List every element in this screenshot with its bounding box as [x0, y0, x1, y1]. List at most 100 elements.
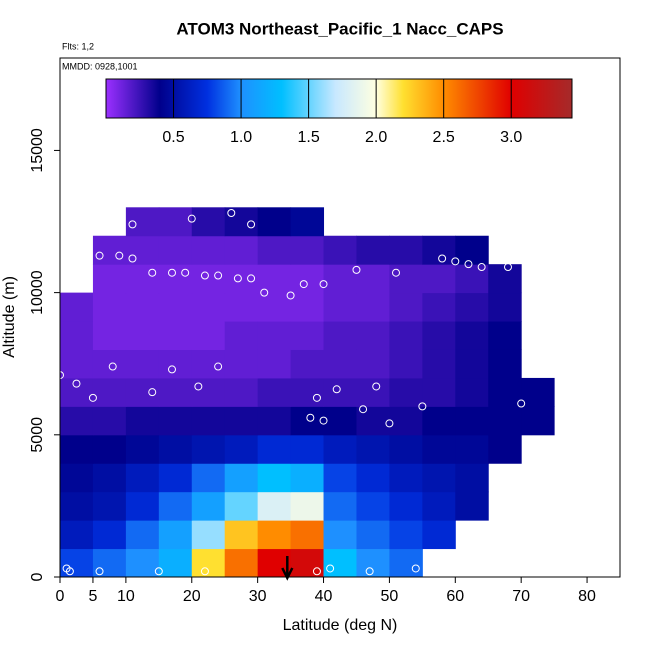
- flight-point: [352, 265, 361, 274]
- heatmap-cell: [455, 491, 489, 521]
- heatmap-cell: [60, 434, 94, 464]
- annotation: MMDD: 0928,1001: [62, 61, 138, 71]
- heatmap-cell: [389, 349, 423, 379]
- heatmap-cell: [158, 207, 193, 237]
- heatmap-cell: [455, 235, 489, 265]
- heatmap-cell: [125, 463, 160, 493]
- flight-point: [319, 280, 328, 289]
- heatmap-cell: [389, 491, 423, 521]
- heatmap-cell: [224, 463, 259, 493]
- flight-point: [72, 234, 81, 243]
- heatmap-cell: [290, 377, 325, 407]
- heatmap-cell: [389, 321, 423, 350]
- heatmap-cell: [191, 207, 226, 237]
- heatmap-cell: [422, 406, 456, 436]
- heatmap-cell: [488, 292, 522, 322]
- flight-point: [194, 382, 203, 391]
- heatmap-cell: [323, 349, 357, 379]
- heatmap-cell: [290, 292, 325, 322]
- heatmap-cell: [60, 520, 94, 550]
- heatmap-cell: [92, 548, 127, 578]
- heatmap-cell: [257, 434, 292, 464]
- heatmap-cell: [158, 235, 193, 265]
- x-axis-label: Latitude (deg N): [283, 617, 398, 634]
- heatmap-cell: [224, 321, 259, 350]
- heatmap-cell: [422, 491, 456, 521]
- flight-point: [260, 288, 269, 297]
- heatmap-cell: [257, 235, 292, 265]
- heatmap-cell: [257, 406, 292, 436]
- heatmap-cell: [257, 264, 292, 294]
- flight-point: [319, 416, 328, 425]
- heatmap-cell: [224, 406, 259, 436]
- flight-point: [82, 251, 91, 260]
- flight-point: [128, 254, 137, 263]
- heatmap-cell: [125, 520, 160, 550]
- heatmap-cell: [356, 491, 390, 521]
- heatmap-cell: [257, 349, 292, 379]
- colorbar-tick-label: 1.5: [297, 129, 319, 146]
- heatmap-cell: [290, 321, 325, 350]
- flight-point: [168, 268, 176, 277]
- flight-point: [115, 251, 124, 260]
- heatmap-cell: [191, 235, 226, 265]
- x-tick-label: 60: [446, 588, 464, 605]
- heatmap-cell: [356, 292, 390, 322]
- colorbar: [105, 78, 573, 119]
- heatmap-cell: [521, 377, 555, 407]
- x-tick-label: 70: [512, 588, 530, 605]
- heatmap-cell: [191, 321, 226, 350]
- heatmap-cell: [323, 434, 357, 464]
- heatmap-cell: [290, 520, 325, 550]
- heatmap-cell: [125, 434, 160, 464]
- x-tick-label: 5: [88, 588, 97, 605]
- y-axis-label: Altitude (m): [1, 276, 18, 358]
- heatmap-cell: [60, 377, 94, 407]
- heatmap-cell: [158, 463, 193, 493]
- flight-point: [299, 280, 308, 289]
- flight-point: [464, 260, 473, 269]
- heatmap-cell: [257, 207, 292, 237]
- heatmap-cell: [125, 264, 160, 294]
- flight-point: [332, 385, 341, 394]
- heatmap-cell: [389, 377, 423, 407]
- flight-point: [187, 214, 196, 223]
- heatmap-cell: [488, 321, 522, 350]
- heatmap-cell: [257, 377, 292, 407]
- heatmap-cell: [455, 321, 489, 350]
- heatmap-cell: [158, 321, 193, 350]
- heatmap-cell: [455, 292, 489, 322]
- flight-point: [95, 251, 104, 260]
- heatmap-cell: [290, 463, 325, 493]
- heatmap-cell: [191, 434, 226, 464]
- heatmap-cell: [521, 406, 555, 436]
- heatmap-cell: [125, 321, 160, 350]
- flight-point: [247, 220, 256, 229]
- heatmap-cell: [257, 292, 292, 322]
- flight-point: [108, 362, 117, 371]
- flight-point: [365, 567, 374, 576]
- heatmap-cell: [125, 235, 160, 265]
- heatmap-cell: [60, 349, 94, 379]
- heatmap-cell: [158, 292, 193, 322]
- heatmap-cell: [389, 406, 423, 436]
- heatmap-cell: [422, 463, 456, 493]
- heatmap-cell: [125, 377, 160, 407]
- heatmap-cell: [389, 520, 423, 550]
- flight-point: [392, 268, 400, 277]
- heatmap-cell: [191, 377, 226, 407]
- heatmap-cell: [323, 321, 357, 350]
- flight-point: [451, 257, 460, 266]
- heatmap-cell: [290, 406, 325, 436]
- heatmap-cell: [224, 491, 259, 521]
- heatmap-cell: [323, 491, 357, 521]
- heatmap-cell: [158, 548, 193, 578]
- flight-point: [477, 263, 486, 272]
- flight-point: [411, 564, 420, 573]
- heatmap-cell: [224, 292, 259, 322]
- flight-point: [214, 271, 223, 280]
- heatmap-cell: [422, 349, 456, 379]
- heatmap-cell: [323, 520, 357, 550]
- heatmap-cell: [257, 491, 292, 521]
- flight-point: [286, 291, 295, 300]
